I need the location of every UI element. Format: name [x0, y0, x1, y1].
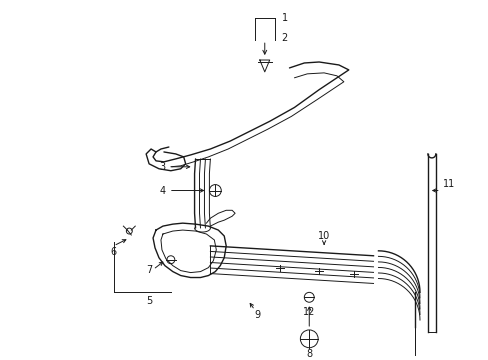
Text: 5: 5 [146, 296, 152, 306]
Text: 9: 9 [254, 310, 261, 320]
Text: 12: 12 [303, 307, 315, 317]
Text: 7: 7 [146, 265, 152, 275]
Text: 8: 8 [305, 348, 312, 359]
Text: 3: 3 [160, 162, 165, 172]
Text: 11: 11 [442, 179, 454, 189]
Text: 2: 2 [281, 33, 287, 43]
Text: 6: 6 [110, 247, 116, 257]
Text: 4: 4 [160, 185, 165, 195]
Text: 1: 1 [281, 13, 287, 23]
Text: 10: 10 [317, 231, 329, 241]
